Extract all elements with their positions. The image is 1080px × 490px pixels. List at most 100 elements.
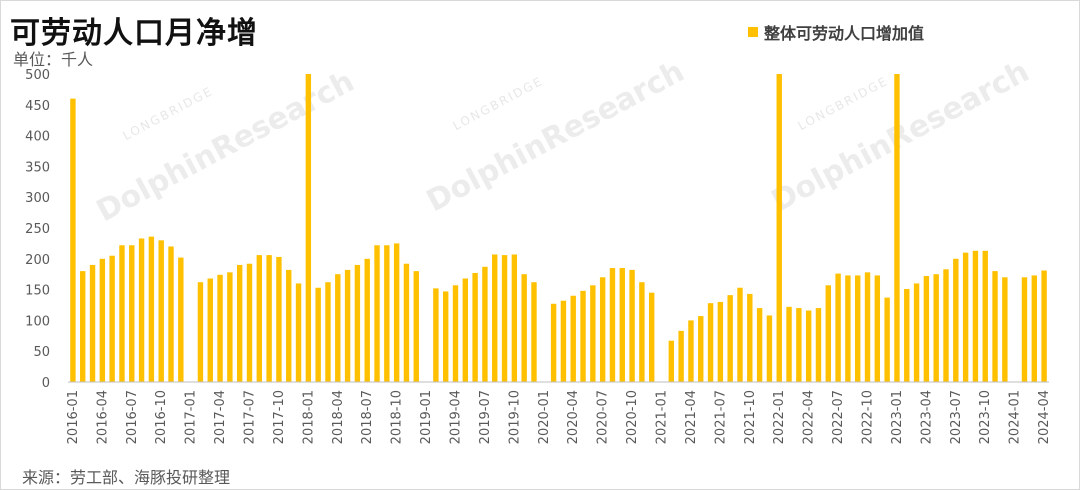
x-tick-label-2021-01: 2021-01 bbox=[655, 390, 670, 444]
bar-2016-06 bbox=[119, 245, 125, 382]
bar-2019-10 bbox=[511, 254, 518, 382]
x-tick-label-2020-01: 2020-01 bbox=[537, 390, 552, 444]
bar-2020-09 bbox=[619, 268, 625, 382]
bar-2022-04 bbox=[805, 310, 812, 382]
bar-2018-07 bbox=[364, 258, 370, 382]
bar-2019-03 bbox=[442, 291, 449, 382]
bar-2021-11 bbox=[756, 308, 763, 382]
bar-2022-08 bbox=[845, 275, 851, 382]
legend: 整体可劳动人口增加值 bbox=[748, 20, 924, 44]
bar-2020-07 bbox=[599, 277, 606, 382]
bar-2021-07 bbox=[717, 301, 724, 382]
bar-2017-09 bbox=[266, 255, 272, 382]
bar-2020-08 bbox=[609, 268, 616, 382]
bar-2023-06 bbox=[943, 269, 949, 382]
x-tick-label-2018-07: 2018-07 bbox=[360, 390, 375, 444]
x-tick-label-2024-04: 2024-04 bbox=[1037, 390, 1052, 444]
bar-2020-10 bbox=[629, 269, 635, 382]
x-tick-label-2016-10: 2016-10 bbox=[154, 390, 169, 444]
x-tick-label-2023-10: 2023-10 bbox=[978, 390, 993, 444]
x-tick-label-2020-04: 2020-04 bbox=[566, 390, 581, 444]
x-tick-label-2023-01: 2023-01 bbox=[890, 390, 905, 444]
x-tick-label-2022-10: 2022-10 bbox=[861, 390, 876, 444]
bar-2021-08 bbox=[727, 295, 733, 382]
bar-2021-02 bbox=[668, 340, 675, 382]
x-tick-label-2016-01: 2016-01 bbox=[66, 390, 81, 444]
bar-2019-08 bbox=[492, 254, 498, 382]
x-tick-label-2019-01: 2019-01 bbox=[419, 390, 434, 444]
bar-2022-11 bbox=[874, 275, 881, 382]
legend-swatch bbox=[748, 27, 758, 37]
bar-2024-02 bbox=[1021, 277, 1028, 382]
bar-2019-04 bbox=[452, 285, 459, 382]
x-tick-label-2019-07: 2019-07 bbox=[478, 390, 493, 444]
bar-2018-01 bbox=[305, 74, 312, 382]
bar-2018-06 bbox=[354, 264, 361, 382]
watermark-small-2: LONGBRIDGE bbox=[796, 74, 891, 133]
bar-2022-10 bbox=[864, 272, 871, 382]
x-tick-label-2017-01: 2017-01 bbox=[184, 390, 199, 444]
bar-2017-04 bbox=[217, 274, 223, 382]
bar-2018-11 bbox=[403, 263, 410, 382]
bar-2018-02 bbox=[315, 287, 321, 382]
y-tick-label-200: 200 bbox=[25, 253, 50, 268]
bar-2023-11 bbox=[992, 271, 998, 382]
bar-2017-12 bbox=[295, 283, 302, 382]
y-tick-label-0: 0 bbox=[42, 376, 50, 391]
watermark-brand-1: DolphinResearch bbox=[421, 54, 690, 219]
bar-2019-06 bbox=[472, 272, 478, 382]
x-tick-label-2021-04: 2021-04 bbox=[684, 390, 699, 444]
y-tick-label-150: 150 bbox=[25, 284, 50, 299]
bar-2022-05 bbox=[815, 308, 822, 382]
bar-2017-03 bbox=[207, 278, 213, 382]
x-tick-label-2017-07: 2017-07 bbox=[242, 390, 257, 444]
bar-2019-11 bbox=[521, 274, 527, 382]
x-tick-label-2019-04: 2019-04 bbox=[448, 390, 463, 444]
bar-2017-11 bbox=[286, 269, 292, 382]
y-tick-label-500: 500 bbox=[25, 68, 50, 83]
bar-2017-08 bbox=[256, 255, 262, 382]
bar-2016-05 bbox=[109, 255, 115, 382]
bar-2022-02 bbox=[786, 306, 792, 382]
bar-2022-09 bbox=[855, 275, 861, 382]
y-tick-label-50: 50 bbox=[33, 345, 50, 360]
bar-2016-07 bbox=[129, 245, 135, 382]
bar-2016-12 bbox=[178, 257, 184, 382]
watermark-brand-2: DolphinResearch bbox=[766, 54, 1035, 219]
bar-2017-06 bbox=[236, 264, 243, 382]
axes-layer: 0 50 100 150 200 250 300 350 400 450 500 2016-01 201… bbox=[25, 68, 1052, 444]
bar-2016-11 bbox=[168, 246, 174, 382]
bar-2019-09 bbox=[501, 255, 508, 382]
bar-2016-09 bbox=[148, 236, 155, 382]
bars-layer bbox=[70, 74, 1047, 382]
x-tick-label-2022-01: 2022-01 bbox=[772, 390, 787, 444]
bar-2019-07 bbox=[482, 266, 488, 382]
bar-2023-10 bbox=[982, 250, 988, 382]
bar-2016-04 bbox=[99, 258, 106, 382]
bar-2020-02 bbox=[550, 303, 557, 382]
x-tick-label-2016-07: 2016-07 bbox=[125, 390, 140, 444]
bar-2017-07 bbox=[246, 263, 253, 382]
bar-2024-03 bbox=[1031, 275, 1037, 382]
y-tick-label-100: 100 bbox=[25, 314, 50, 329]
x-tick-label-2017-10: 2017-10 bbox=[272, 390, 287, 444]
bar-2021-04 bbox=[688, 320, 694, 382]
bar-2023-02 bbox=[904, 288, 910, 382]
bar-2018-08 bbox=[374, 245, 380, 382]
watermark-small-1: LONGBRIDGE bbox=[451, 74, 546, 133]
bar-2023-05 bbox=[933, 274, 939, 382]
bar-2023-01 bbox=[894, 74, 900, 382]
y-axis-unit-label: 单位：千人 bbox=[13, 50, 94, 69]
bar-2023-08 bbox=[962, 252, 969, 382]
x-tick-label-2020-07: 2020-07 bbox=[596, 390, 611, 444]
bar-2023-09 bbox=[972, 250, 979, 382]
watermark-brand-0: DolphinResearch bbox=[91, 64, 360, 229]
bar-2019-12 bbox=[531, 282, 537, 382]
bar-2023-03 bbox=[913, 283, 920, 382]
bar-2020-12 bbox=[649, 292, 655, 382]
bar-2018-03 bbox=[325, 282, 331, 382]
x-tick-label-2020-10: 2020-10 bbox=[625, 390, 640, 444]
bar-2023-04 bbox=[923, 276, 930, 382]
